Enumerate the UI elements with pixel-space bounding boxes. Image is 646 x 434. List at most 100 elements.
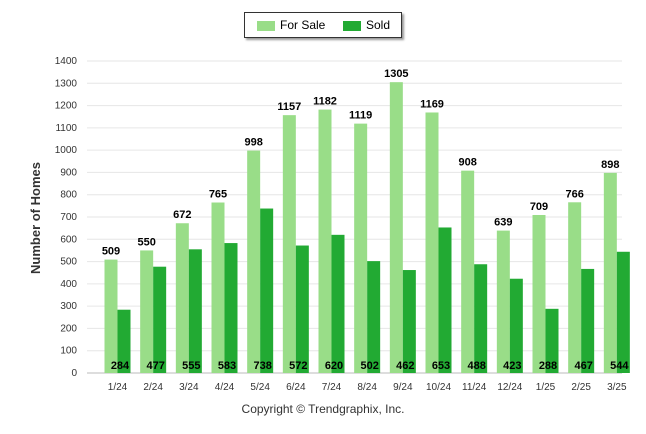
bar-for-sale[interactable]: [389, 82, 403, 374]
data-label-for-sale: 509: [102, 246, 120, 258]
data-label-for-sale: 908: [458, 157, 476, 169]
y-tick-label: 600: [60, 234, 77, 245]
legend-item-for-sale[interactable]: For Sale: [257, 18, 325, 32]
data-label-for-sale: 1119: [349, 110, 372, 122]
sold-swatch: [343, 20, 361, 31]
data-label-for-sale: 998: [244, 137, 262, 149]
data-label-sold: 423: [503, 360, 521, 372]
bar-for-sale[interactable]: [461, 170, 475, 373]
data-labels: 509 284 550 477 672 555 765 583 998 738 1157 572 118…: [102, 68, 630, 372]
x-tick-label: 10/24: [426, 382, 451, 393]
y-tick-label: 500: [60, 257, 77, 268]
x-tick-label: 12/24: [497, 382, 522, 393]
y-tick-labels: 0 100 200 300 400 500 600 700 800 900 1000 1100 1200…: [55, 56, 78, 379]
data-label-sold: 288: [539, 360, 557, 372]
bar-for-sale[interactable]: [354, 123, 368, 373]
y-tick-label: 1000: [55, 145, 78, 156]
data-label-sold: 620: [325, 360, 343, 372]
bar-sold[interactable]: [260, 208, 274, 373]
data-label-for-sale: 672: [173, 209, 191, 221]
bar-sold[interactable]: [367, 261, 381, 373]
bar-for-sale[interactable]: [496, 230, 510, 373]
y-tick-label: 400: [60, 279, 77, 290]
y-tick-label: 1400: [55, 56, 78, 67]
y-tick-label: 800: [60, 190, 77, 201]
bar-sold[interactable]: [295, 245, 309, 373]
data-label-sold: 572: [289, 360, 307, 372]
data-label-for-sale: 709: [530, 201, 548, 213]
data-label-sold: 583: [218, 360, 236, 372]
bar-sold[interactable]: [545, 308, 559, 373]
data-label-sold: 462: [396, 360, 414, 372]
x-tick-label: 7/24: [322, 382, 342, 393]
x-tick-label: 4/24: [215, 382, 235, 393]
data-label-for-sale: 765: [209, 189, 227, 201]
data-label-for-sale: 1157: [277, 101, 301, 113]
bar-for-sale[interactable]: [603, 172, 617, 373]
legend-label-sold: Sold: [366, 18, 391, 32]
bar-for-sale[interactable]: [140, 250, 154, 373]
data-label-for-sale: 1305: [384, 68, 408, 80]
x-tick-label: 5/24: [250, 382, 270, 393]
data-label-for-sale: 550: [137, 236, 155, 248]
y-tick-label: 900: [60, 167, 77, 178]
data-label-sold: 477: [146, 360, 164, 372]
x-tick-label: 2/24: [143, 382, 163, 393]
data-label-sold: 738: [253, 360, 271, 372]
legend-item-sold[interactable]: Sold: [343, 18, 390, 32]
bar-sold[interactable]: [402, 270, 416, 373]
bar-for-sale[interactable]: [425, 112, 439, 373]
y-tick-label: 200: [60, 323, 77, 334]
copyright-text: Copyright © Trendgraphix, Inc.: [241, 402, 405, 416]
bar-for-sale[interactable]: [282, 115, 296, 373]
y-tick-label: 300: [60, 301, 77, 312]
data-label-for-sale: 639: [494, 217, 512, 229]
x-tick-label: 1/25: [536, 382, 556, 393]
bar-for-sale[interactable]: [175, 223, 189, 373]
data-label-for-sale: 1182: [313, 96, 337, 108]
data-label-sold: 555: [182, 360, 200, 372]
bar-for-sale[interactable]: [532, 214, 546, 373]
x-tick-label: 3/24: [179, 382, 199, 393]
y-tick-label: 100: [60, 346, 77, 357]
for-sale-swatch: [257, 20, 275, 31]
bar-for-sale[interactable]: [568, 202, 582, 373]
data-label-sold: 544: [610, 360, 629, 372]
legend-label-for-sale: For Sale: [280, 18, 326, 32]
bars: [104, 82, 630, 374]
bar-sold[interactable]: [153, 266, 167, 373]
bar-sold[interactable]: [581, 268, 595, 373]
data-label-for-sale: 898: [601, 159, 619, 171]
y-tick-label: 700: [60, 212, 77, 223]
data-label-sold: 488: [467, 360, 485, 372]
bar-sold[interactable]: [474, 264, 488, 373]
x-tick-labels: 1/24 2/24 3/24 4/24 5/24 6/24 7/24 8/24 9/24 10/2…: [108, 382, 627, 393]
data-label-for-sale: 1169: [420, 98, 444, 110]
y-tick-label: 1100: [55, 123, 77, 134]
data-label-sold: 467: [574, 360, 592, 372]
data-label-sold: 653: [432, 360, 450, 372]
y-tick-label: 0: [71, 368, 77, 379]
bar-for-sale[interactable]: [247, 150, 261, 373]
bar-for-sale[interactable]: [211, 202, 225, 373]
x-tick-label: 2/25: [571, 382, 591, 393]
bar-sold[interactable]: [188, 249, 202, 373]
data-label-sold: 502: [360, 360, 378, 372]
bar-sold[interactable]: [331, 234, 345, 373]
bar-sold[interactable]: [509, 278, 523, 373]
bar-sold[interactable]: [438, 227, 452, 373]
bar-sold[interactable]: [616, 251, 630, 373]
bar-for-sale[interactable]: [104, 259, 118, 373]
data-label-for-sale: 766: [565, 188, 583, 200]
y-axis-label: Number of Homes: [28, 162, 43, 274]
y-tick-label: 1200: [55, 101, 78, 112]
x-tick-label: 8/24: [357, 382, 377, 393]
bar-sold[interactable]: [224, 243, 238, 373]
bar-sold[interactable]: [117, 309, 131, 373]
bar-for-sale[interactable]: [318, 109, 332, 373]
data-label-sold: 284: [111, 360, 130, 372]
x-tick-label: 1/24: [108, 382, 128, 393]
y-tick-label: 1300: [55, 78, 78, 89]
x-tick-label: 11/24: [462, 382, 487, 393]
